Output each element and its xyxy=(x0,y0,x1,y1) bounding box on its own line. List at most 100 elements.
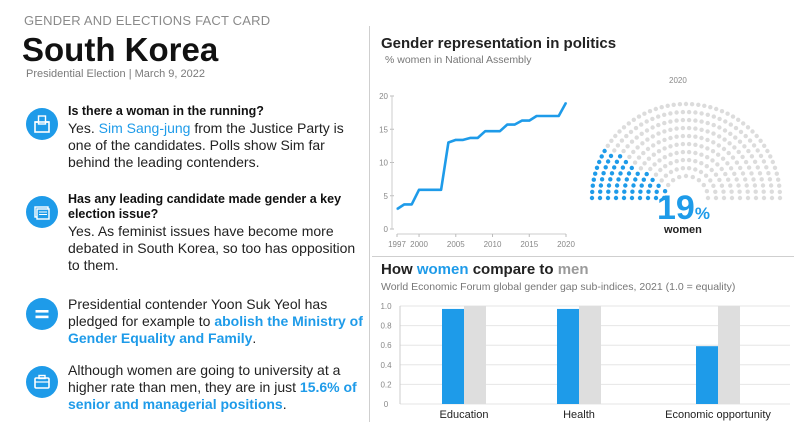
data-point xyxy=(396,208,398,210)
seat xyxy=(656,140,661,145)
seat xyxy=(699,152,704,157)
seat xyxy=(729,195,735,201)
seat xyxy=(737,195,743,201)
horizontal-divider xyxy=(372,256,794,257)
seat xyxy=(683,173,689,179)
seat xyxy=(761,159,767,164)
seat xyxy=(632,160,638,165)
seat xyxy=(710,158,715,163)
data-point xyxy=(536,115,538,117)
seat xyxy=(725,111,730,116)
seat xyxy=(668,169,674,175)
seat-woman xyxy=(589,195,595,201)
seat xyxy=(772,165,778,170)
seat-woman xyxy=(635,171,640,176)
seat xyxy=(628,129,634,135)
seat xyxy=(701,182,706,188)
seat xyxy=(711,183,716,188)
parliament-chart xyxy=(589,101,783,201)
seat-woman xyxy=(594,165,600,170)
seat xyxy=(752,183,758,188)
seat xyxy=(702,103,707,108)
seat xyxy=(693,118,698,123)
seat xyxy=(714,106,719,112)
seat xyxy=(759,177,764,182)
seat-woman xyxy=(601,171,606,176)
y-tick-label: 1.0 xyxy=(380,302,392,311)
seat xyxy=(719,166,724,172)
seat-woman xyxy=(639,183,644,188)
seat-woman xyxy=(653,195,659,201)
y-tick-label: 15 xyxy=(379,125,388,134)
data-point xyxy=(521,120,523,122)
seat xyxy=(693,159,698,164)
seat-woman xyxy=(630,189,635,194)
seat xyxy=(662,129,667,134)
seat-woman xyxy=(606,189,611,194)
seat xyxy=(663,164,668,169)
seat-woman xyxy=(638,189,643,194)
seat xyxy=(680,117,686,123)
statement-text: Presidential contender Yoon Suk Yeol has… xyxy=(68,296,364,347)
seat xyxy=(680,166,686,171)
seat xyxy=(617,129,622,134)
seat xyxy=(674,167,679,172)
percent-sign: % xyxy=(694,204,710,223)
data-point xyxy=(506,123,508,126)
seat xyxy=(745,125,751,130)
seat-woman xyxy=(662,189,668,194)
seat xyxy=(743,177,748,182)
bar-men xyxy=(464,306,486,404)
category-label: Economic opportunity xyxy=(665,409,771,421)
x-tick-label: 2005 xyxy=(447,240,465,249)
seat xyxy=(726,150,731,156)
briefcase-icon xyxy=(26,366,58,398)
politics-title: Gender representation in politics xyxy=(381,35,617,52)
bar-chart: 0 0.2 0.4 0.6 0.8 1.0 Education Health Economic … xyxy=(380,302,790,421)
seat xyxy=(746,165,752,170)
seat-woman xyxy=(620,165,626,170)
y-tick-label: 0.4 xyxy=(380,361,392,370)
seat xyxy=(662,120,667,126)
seat xyxy=(666,182,671,188)
seat xyxy=(738,165,743,171)
seat xyxy=(621,148,626,154)
seat xyxy=(665,103,670,108)
seat-woman xyxy=(609,171,615,176)
category-label: Education xyxy=(440,409,489,421)
seat xyxy=(717,177,722,183)
seat xyxy=(668,152,673,157)
seat xyxy=(699,111,704,116)
seat xyxy=(659,105,664,110)
x-tick-label: 2000 xyxy=(410,240,428,249)
seat xyxy=(668,111,673,116)
seat-woman xyxy=(599,177,605,182)
seat xyxy=(740,171,746,176)
seat xyxy=(751,143,757,148)
seat xyxy=(629,139,635,144)
data-point xyxy=(425,189,427,191)
seat xyxy=(668,135,673,141)
seat xyxy=(638,166,644,171)
seat xyxy=(752,159,758,164)
data-point xyxy=(418,189,420,191)
seat xyxy=(645,137,650,142)
seat xyxy=(645,146,651,152)
seat xyxy=(696,178,702,183)
highlight-text: abolish the Ministry of Gender Equality … xyxy=(68,313,363,346)
bar-women xyxy=(557,308,579,404)
parliament-year-label: 2020 xyxy=(669,76,687,85)
seat xyxy=(693,142,698,147)
seat-woman xyxy=(598,189,603,194)
seat xyxy=(726,177,731,182)
seat xyxy=(693,126,698,131)
seat xyxy=(668,119,673,124)
seat xyxy=(613,133,618,139)
seat-woman xyxy=(621,195,627,201)
seat xyxy=(686,166,692,171)
managerial-item: Although women are going to university a… xyxy=(68,362,364,413)
seat xyxy=(650,134,655,139)
seat xyxy=(641,150,646,156)
seat xyxy=(769,195,775,201)
seat-woman xyxy=(637,195,643,201)
